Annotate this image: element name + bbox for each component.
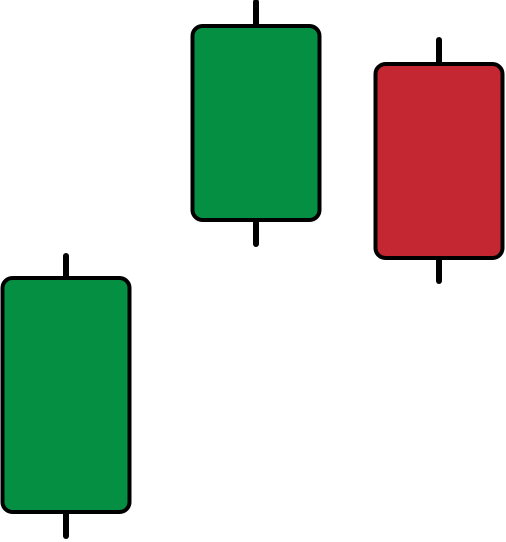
candle-2-body (190, 24, 322, 222)
candle-1-body (0, 276, 132, 514)
candle-2 (190, 0, 322, 247)
candle-3 (373, 37, 505, 284)
candle-3-body (373, 62, 505, 260)
candle-1 (0, 253, 132, 539)
